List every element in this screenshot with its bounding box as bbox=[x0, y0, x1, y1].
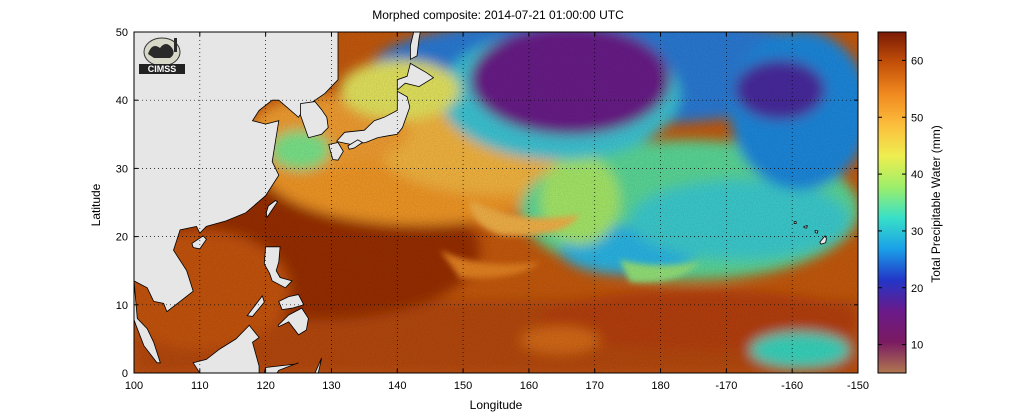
land-hawaii-big bbox=[819, 235, 827, 245]
land-mask bbox=[134, 32, 827, 380]
colorbar-tick-label: 40 bbox=[911, 169, 923, 181]
land-hawaii-kauai bbox=[793, 221, 797, 225]
land-halmahera bbox=[314, 357, 322, 373]
x-tick-label: 170 bbox=[586, 380, 604, 392]
x-tick-label: -170 bbox=[715, 380, 737, 392]
x-tick-label: 140 bbox=[388, 380, 406, 392]
y-tick-label: 50 bbox=[116, 27, 128, 39]
land-asia-mainland bbox=[134, 32, 339, 313]
land-japan-hokkaido bbox=[396, 62, 435, 91]
land-borneo bbox=[192, 324, 260, 373]
land-hawaii-maui bbox=[814, 230, 819, 234]
land-mindanao bbox=[277, 307, 309, 336]
land-hawaii-oahu bbox=[803, 225, 808, 229]
x-tick-label: 180 bbox=[651, 380, 669, 392]
colorbar-tick-label: 10 bbox=[911, 340, 923, 352]
land-sakhalin bbox=[409, 32, 421, 60]
y-axis-label: Latitude bbox=[89, 183, 103, 227]
y-tick-label: 30 bbox=[116, 163, 128, 175]
land-japan-shikoku bbox=[347, 139, 364, 150]
colorbar-tick-label: 30 bbox=[911, 226, 923, 238]
land-visayas bbox=[278, 294, 305, 311]
land-malay-peninsula bbox=[134, 280, 161, 364]
land-hainan bbox=[191, 235, 207, 250]
x-tick-label: 110 bbox=[191, 380, 209, 392]
x-axis: 100 110 120 130 140 150 160 170 180 -170 -160 -150 bbox=[125, 32, 869, 392]
map-title: Morphed composite: 2014-07-21 01:00:00 U… bbox=[372, 8, 624, 22]
y-tick-label: 10 bbox=[116, 300, 128, 312]
land-korea bbox=[300, 101, 329, 139]
colorbar-label: Total Precipitable Water (mm) bbox=[929, 125, 943, 283]
land-luzon bbox=[263, 246, 293, 289]
graticule bbox=[134, 32, 858, 373]
y-axis: 0 10 20 30 40 50 bbox=[116, 27, 858, 380]
colorbar: 10 20 30 40 50 60 bbox=[877, 31, 923, 374]
y-tick-label: 40 bbox=[116, 95, 128, 107]
land-taiwan bbox=[265, 200, 279, 219]
logo-text: CIMSS bbox=[148, 64, 177, 74]
y-tick-label: 20 bbox=[116, 232, 128, 244]
x-tick-label: -150 bbox=[847, 380, 869, 392]
x-axis-label: Longitude bbox=[469, 398, 523, 412]
land-japan-kyushu bbox=[328, 142, 344, 161]
land-sulawesi bbox=[263, 362, 299, 373]
colorbar-tick-label: 20 bbox=[911, 283, 923, 295]
y-tick-label: 0 bbox=[122, 368, 128, 380]
x-tick-label: -160 bbox=[781, 380, 803, 392]
x-tick-label: 130 bbox=[322, 380, 340, 392]
x-tick-label: 120 bbox=[256, 380, 274, 392]
colorbar-tick-label: 60 bbox=[911, 55, 923, 67]
x-tick-label: 150 bbox=[454, 380, 472, 392]
plot-frame bbox=[133, 31, 859, 374]
x-tick-label: 160 bbox=[520, 380, 538, 392]
x-tick-label: 100 bbox=[125, 380, 143, 392]
land-palawan bbox=[246, 295, 265, 317]
cimss-logo: CIMSS bbox=[139, 37, 185, 74]
colorbar-tick-label: 50 bbox=[911, 112, 923, 124]
land-new-guinea bbox=[338, 375, 368, 380]
